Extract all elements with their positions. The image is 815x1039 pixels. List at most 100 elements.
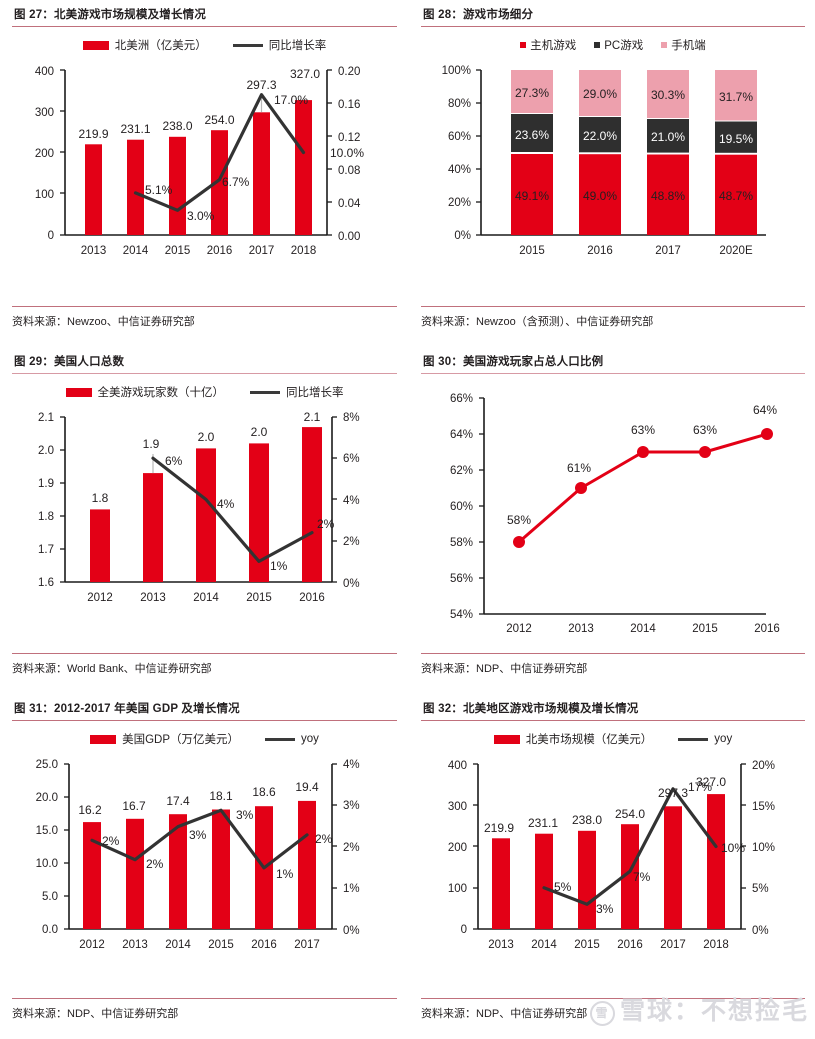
legend-label: PC游戏 xyxy=(604,40,644,52)
svg-text:2018: 2018 xyxy=(703,939,729,951)
svg-text:3%: 3% xyxy=(189,828,207,842)
source-note-31: 资料来源：NDP、中信证券研究部 xyxy=(12,1008,179,1020)
svg-text:6%: 6% xyxy=(343,453,360,465)
svg-text:4%: 4% xyxy=(343,759,360,771)
bar-value-labels: 16.2 16.7 17.4 18.1 18.6 19.4 xyxy=(78,780,319,817)
svg-text:327.0: 327.0 xyxy=(290,67,320,81)
svg-text:2%: 2% xyxy=(146,857,164,871)
svg-text:56%: 56% xyxy=(450,573,473,585)
svg-text:200: 200 xyxy=(448,842,467,854)
svg-text:0.08: 0.08 xyxy=(338,165,360,177)
svg-text:1.7: 1.7 xyxy=(38,544,54,556)
svg-text:61%: 61% xyxy=(567,461,591,475)
figure-panel-27: 图 27：北美游戏市场规模及增长情况 北美洲（亿美元） 同比增长率 400 30… xyxy=(0,0,407,347)
svg-text:1%: 1% xyxy=(343,883,360,895)
svg-text:49.0%: 49.0% xyxy=(583,189,617,203)
legend-item-line: 同比增长率 xyxy=(250,384,344,400)
svg-text:2017: 2017 xyxy=(660,939,686,951)
svg-text:64%: 64% xyxy=(753,403,777,417)
x-axis-labels: 2012 2013 2014 2015 2016 xyxy=(87,592,325,604)
y-axis-right: 20% 15% 10% 5% 0% xyxy=(752,760,775,937)
svg-text:7%: 7% xyxy=(633,870,651,884)
svg-text:2%: 2% xyxy=(343,842,360,854)
svg-text:48.7%: 48.7% xyxy=(719,189,753,203)
legend-label: 同比增长率 xyxy=(268,40,327,52)
title-rule xyxy=(421,373,805,374)
square-swatch-icon xyxy=(594,42,601,48)
svg-text:5%: 5% xyxy=(752,883,769,895)
svg-text:219.9: 219.9 xyxy=(484,821,514,835)
svg-text:2016: 2016 xyxy=(617,939,643,951)
svg-text:0.20: 0.20 xyxy=(338,66,360,78)
legend-label: 手机端 xyxy=(671,40,706,52)
y-axis-left: 400 300 200 100 0 xyxy=(448,760,467,936)
legend-label: 美国GDP（万亿美元） xyxy=(122,734,239,746)
svg-text:60%: 60% xyxy=(450,501,473,513)
svg-text:0%: 0% xyxy=(343,578,360,590)
svg-text:54%: 54% xyxy=(450,609,473,621)
svg-text:5.1%: 5.1% xyxy=(145,183,173,197)
chart-32: 400 300 200 100 0 xyxy=(421,747,805,997)
figure-title-32: 图 32：北美地区游戏市场规模及增长情况 xyxy=(423,703,639,715)
legend-item-bar: 北美市场规模（亿美元） xyxy=(493,731,652,747)
svg-text:20%: 20% xyxy=(752,760,775,772)
svg-text:2%: 2% xyxy=(315,832,333,846)
svg-text:2.1: 2.1 xyxy=(304,410,321,424)
svg-text:63%: 63% xyxy=(631,423,655,437)
svg-text:10%: 10% xyxy=(752,842,775,854)
svg-text:2016: 2016 xyxy=(299,592,325,604)
svg-text:63%: 63% xyxy=(693,423,717,437)
svg-text:29.0%: 29.0% xyxy=(583,87,617,101)
svg-text:21.0%: 21.0% xyxy=(651,130,685,144)
svg-text:8%: 8% xyxy=(343,412,360,424)
svg-text:0%: 0% xyxy=(454,230,471,242)
svg-text:231.1: 231.1 xyxy=(528,816,558,830)
legend-28: 主机游戏 PC游戏 手机端 xyxy=(421,37,805,53)
line-value-labels: 5% 3% 7% 17% 10% xyxy=(554,780,745,916)
svg-text:2%: 2% xyxy=(317,517,335,531)
svg-text:1.9: 1.9 xyxy=(143,437,160,451)
chart-27: 400 300 200 100 0 xyxy=(12,53,397,303)
svg-text:297.3: 297.3 xyxy=(246,78,276,92)
svg-text:1.9: 1.9 xyxy=(38,478,54,490)
svg-text:49.1%: 49.1% xyxy=(515,189,549,203)
svg-text:231.1: 231.1 xyxy=(120,122,150,136)
x-axis-labels: 2015 2016 2017 2020E xyxy=(519,245,753,257)
svg-text:400: 400 xyxy=(448,760,467,772)
svg-text:10%: 10% xyxy=(721,841,745,855)
legend-item-console: 主机游戏 xyxy=(520,37,576,53)
line-swatch-icon xyxy=(265,737,295,741)
title-rule xyxy=(12,720,397,721)
source-note-29: 资料来源：World Bank、中信证券研究部 xyxy=(12,663,212,675)
svg-text:16.2: 16.2 xyxy=(78,803,102,817)
svg-text:2013: 2013 xyxy=(488,939,514,951)
title-rule xyxy=(421,720,805,721)
svg-text:20%: 20% xyxy=(448,197,471,209)
legend-27: 北美洲（亿美元） 同比增长率 xyxy=(12,37,397,53)
legend-item-mobile: 手机端 xyxy=(661,37,706,53)
svg-text:15%: 15% xyxy=(752,801,775,813)
figure-panel-28: 图 28：游戏市场细分 主机游戏 PC游戏 手机端 100% 80% 60% xyxy=(407,0,815,347)
svg-text:2014: 2014 xyxy=(531,939,557,951)
svg-text:1.6: 1.6 xyxy=(38,577,54,589)
y-axis-left: 100% 80% 60% 40% 20% 0% xyxy=(442,65,471,242)
source-rule xyxy=(12,306,397,307)
source-rule xyxy=(12,653,397,654)
figure-title-29: 图 29：美国人口总数 xyxy=(14,356,125,368)
svg-text:10.0: 10.0 xyxy=(36,858,58,870)
svg-text:100: 100 xyxy=(35,189,54,201)
x-axis-labels: 2013 2014 2015 2016 2017 2018 xyxy=(81,245,317,257)
legend-label: yoy xyxy=(714,733,733,745)
svg-text:2%: 2% xyxy=(343,536,360,548)
svg-text:31.7%: 31.7% xyxy=(719,90,753,104)
svg-text:100: 100 xyxy=(448,883,467,895)
legend-item-bar: 美国GDP（万亿美元） xyxy=(90,731,239,747)
svg-text:25.0: 25.0 xyxy=(36,759,58,771)
figure-panel-32: 图 32：北美地区游戏市场规模及增长情况 北美市场规模（亿美元） yoy 400… xyxy=(407,694,815,1039)
svg-text:2.1: 2.1 xyxy=(38,412,54,424)
legend-label: yoy xyxy=(301,733,319,745)
svg-text:2015: 2015 xyxy=(246,592,272,604)
svg-text:2018: 2018 xyxy=(291,245,317,257)
svg-text:2012: 2012 xyxy=(506,623,532,635)
